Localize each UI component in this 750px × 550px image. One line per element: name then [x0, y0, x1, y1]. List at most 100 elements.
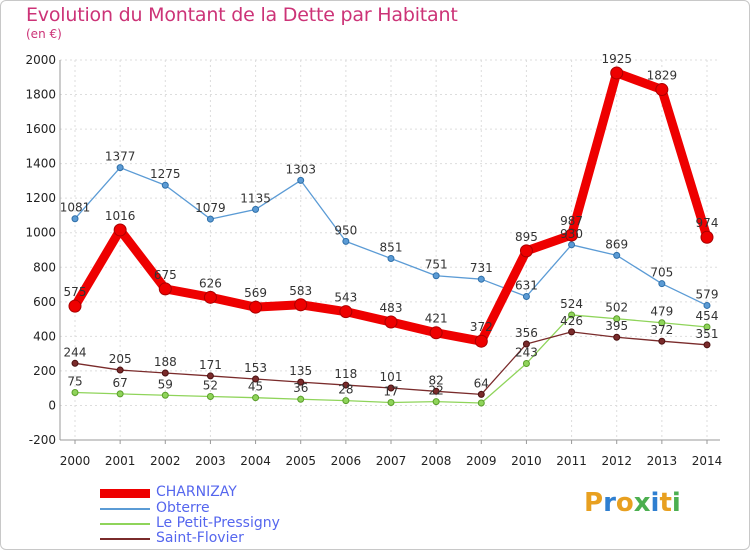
data-point-le-petit-pressigny	[703, 323, 711, 331]
data-point-saint-flovier	[613, 333, 621, 341]
data-label-obterre: 950	[334, 223, 357, 237]
data-point-obterre	[297, 176, 305, 184]
data-label-charnizay: 583	[289, 284, 312, 298]
data-point-saint-flovier	[432, 387, 440, 395]
data-point-obterre	[252, 205, 260, 213]
data-point-le-petit-pressigny	[432, 398, 440, 406]
data-label-saint-flovier: 395	[605, 319, 628, 333]
data-point-charnizay	[610, 66, 624, 80]
logo-letter: x	[633, 488, 651, 518]
x-tick-label: 2010	[511, 454, 542, 468]
data-point-saint-flovier	[387, 384, 395, 392]
data-label-obterre: 579	[696, 287, 719, 301]
data-label-le-petit-pressigny: 67	[113, 376, 128, 390]
data-label-le-petit-pressigny: 36	[293, 381, 308, 395]
data-label-charnizay: 421	[425, 312, 448, 326]
data-label-charnizay: 1016	[105, 209, 136, 223]
data-point-obterre	[613, 251, 621, 259]
y-tick-label: 1000	[25, 226, 56, 240]
data-label-saint-flovier: 188	[154, 355, 177, 369]
y-tick-label: 1200	[25, 191, 56, 205]
data-label-saint-flovier: 64	[474, 376, 489, 390]
data-point-charnizay	[294, 298, 308, 312]
data-label-le-petit-pressigny: 59	[158, 377, 173, 391]
legend-swatch-le-petit-pressigny	[100, 523, 150, 525]
series-lines	[68, 66, 714, 407]
data-point-obterre	[71, 215, 79, 223]
logo-letter: P	[584, 488, 604, 518]
data-point-charnizay	[203, 290, 217, 304]
data-point-saint-flovier	[342, 381, 350, 389]
logo-letter: i	[650, 488, 660, 518]
data-point-saint-flovier	[71, 359, 79, 367]
data-point-saint-flovier	[522, 340, 530, 348]
data-point-saint-flovier	[703, 341, 711, 349]
chart-title: Evolution du Montant de la Dette par Hab…	[26, 4, 458, 26]
data-point-saint-flovier	[161, 369, 169, 377]
data-point-obterre	[116, 164, 124, 172]
y-tick-label: 200	[33, 364, 56, 378]
data-point-saint-flovier	[116, 366, 124, 374]
data-label-le-petit-pressigny: 502	[605, 301, 628, 315]
y-tick-label: 0	[48, 398, 56, 412]
y-tick-label: 2000	[25, 53, 56, 67]
data-label-obterre: 1303	[285, 162, 316, 176]
data-point-le-petit-pressigny	[568, 311, 576, 319]
data-label-le-petit-pressigny: 524	[560, 297, 583, 311]
x-tick-label: 2004	[240, 454, 271, 468]
data-point-charnizay	[700, 230, 714, 244]
data-point-charnizay	[113, 223, 127, 237]
chart-subtitle: (en €)	[26, 27, 62, 41]
logo-letter: t	[659, 488, 672, 518]
x-tick-label: 2013	[647, 454, 678, 468]
data-label-le-petit-pressigny: 479	[650, 305, 673, 319]
data-point-obterre	[568, 241, 576, 249]
data-point-obterre	[658, 280, 666, 288]
data-point-charnizay	[565, 228, 579, 242]
legend-swatch-charnizay	[100, 489, 150, 498]
data-point-le-petit-pressigny	[387, 399, 395, 407]
x-tick-label: 2009	[466, 454, 497, 468]
proxiti-logo[interactable]: Proxiti	[584, 488, 681, 518]
logo-letter: i	[671, 488, 681, 518]
data-label-saint-flovier: 351	[696, 327, 719, 341]
data-label-le-petit-pressigny: 17	[383, 385, 398, 399]
data-point-le-petit-pressigny	[522, 359, 530, 367]
data-label-charnizay: 1925	[601, 52, 632, 66]
data-label-le-petit-pressigny: 243	[515, 345, 538, 359]
legend-swatch-obterre	[100, 508, 150, 510]
logo-letter: o	[615, 488, 634, 518]
data-label-obterre: 705	[650, 266, 673, 280]
data-label-obterre: 1135	[240, 191, 271, 205]
x-tick-label: 2005	[285, 454, 316, 468]
data-label-le-petit-pressigny: 454	[696, 309, 719, 323]
data-label-obterre: 1081	[60, 201, 91, 215]
data-label-charnizay: 372	[470, 320, 493, 334]
x-tick-label: 2003	[195, 454, 226, 468]
data-label-charnizay: 895	[515, 230, 538, 244]
data-label-saint-flovier: 372	[650, 323, 673, 337]
data-label-saint-flovier: 244	[64, 345, 87, 359]
data-point-obterre	[703, 301, 711, 309]
data-label-saint-flovier: 82	[429, 373, 444, 387]
data-label-charnizay: 543	[334, 291, 357, 305]
data-label-obterre: 869	[605, 237, 628, 251]
data-point-le-petit-pressigny	[116, 390, 124, 398]
data-point-obterre	[387, 254, 395, 262]
data-label-obterre: 1377	[105, 150, 136, 164]
data-label-le-petit-pressigny: 52	[203, 378, 218, 392]
data-point-obterre	[522, 292, 530, 300]
axes: -200 0 200 400 600 800 1000 1200 1400 1600 1800 200…	[25, 53, 722, 468]
x-tick-label: 2012	[601, 454, 632, 468]
legend-label-saint-flovier: Saint-Flovier	[156, 530, 244, 546]
y-tick-label: 600	[33, 295, 56, 309]
data-point-saint-flovier	[252, 375, 260, 383]
x-tick-label: 2014	[692, 454, 723, 468]
data-label-obterre: 751	[425, 258, 448, 272]
x-tick-label: 2006	[331, 454, 362, 468]
data-label-charnizay: 569	[244, 286, 267, 300]
data-label-charnizay: 626	[199, 276, 222, 290]
data-point-obterre	[206, 215, 214, 223]
